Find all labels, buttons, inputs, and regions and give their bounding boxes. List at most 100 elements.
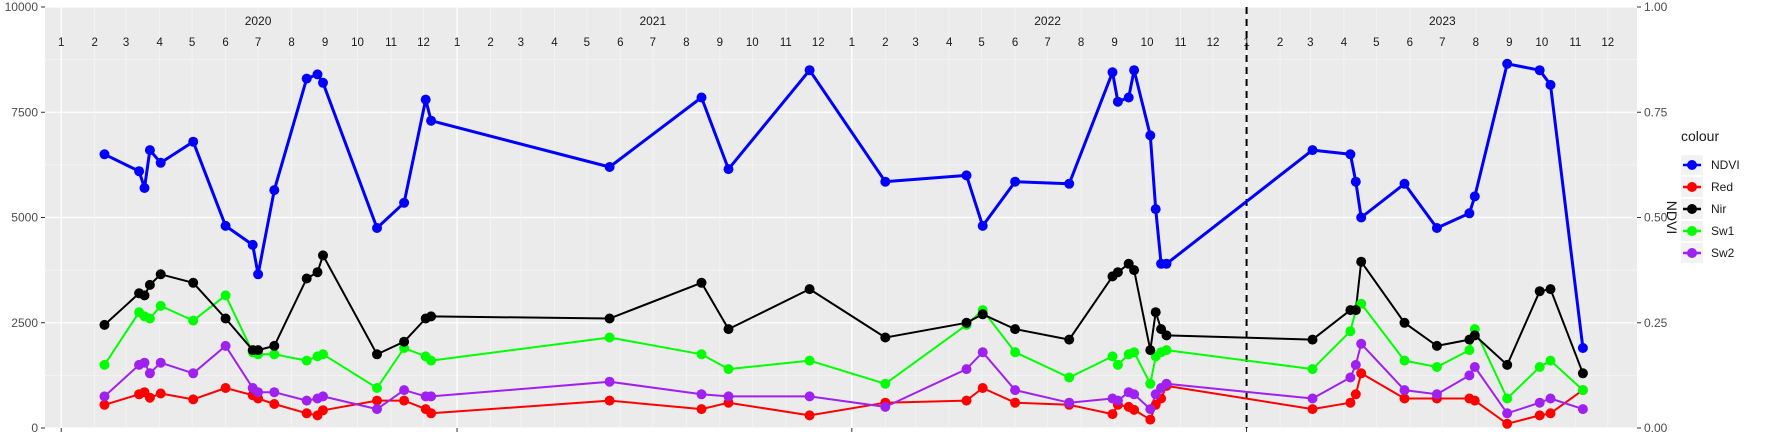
data-point-sw1	[426, 355, 437, 366]
right-tick-label: 0.75	[1644, 105, 1668, 119]
month-label: 4	[156, 37, 163, 49]
data-point-ndvi	[604, 162, 615, 172]
data-point-ndvi	[155, 157, 166, 168]
month-label: 9	[717, 37, 723, 49]
data-point-ndvi	[1399, 178, 1410, 189]
legend-label-red: Red	[1711, 180, 1733, 194]
month-label: 11	[780, 37, 792, 49]
year-label: 2023	[1429, 14, 1456, 28]
data-point-nir	[696, 277, 707, 288]
month-label: 7	[255, 37, 261, 49]
month-label: 8	[1473, 37, 1479, 49]
data-point-red	[1307, 404, 1318, 415]
data-point-sw2	[1350, 359, 1361, 370]
data-point-nir	[155, 269, 166, 280]
data-point-sw2	[880, 401, 891, 412]
data-point-nir	[1431, 340, 1442, 351]
data-point-ndvi	[372, 223, 382, 233]
data-point-sw1	[1145, 378, 1156, 389]
data-point-nir	[1064, 334, 1075, 345]
data-point-sw1	[1064, 372, 1075, 383]
data-point-sw2	[723, 391, 734, 402]
year-labels: 2020 2021 2022 2023	[245, 14, 1456, 28]
data-point-ndvi	[723, 164, 734, 175]
legend-key-point-nir	[1687, 204, 1697, 214]
month-label: 8	[288, 37, 294, 49]
left-tick-label: 10000	[5, 0, 39, 14]
right-tick-label: 0.00	[1644, 421, 1668, 435]
data-point-ndvi	[253, 269, 264, 280]
data-point-nir	[372, 349, 382, 360]
data-point-sw1	[1345, 326, 1356, 337]
data-point-red	[301, 408, 312, 419]
data-point-sw1	[880, 378, 891, 389]
data-point-ndvi	[1469, 191, 1480, 202]
data-point-red	[1107, 409, 1118, 420]
data-point-sw2	[1010, 385, 1021, 396]
data-point-ndvi	[1345, 149, 1356, 160]
month-label: 6	[617, 37, 623, 49]
data-point-sw2	[1464, 370, 1475, 381]
data-point-sw2	[696, 389, 707, 400]
month-label: 12	[1207, 37, 1220, 49]
data-point-nir	[139, 290, 150, 301]
data-point-sw1	[155, 300, 166, 311]
data-point-ndvi	[312, 69, 323, 80]
month-label: 2	[92, 37, 98, 49]
data-point-sw2	[1356, 338, 1367, 349]
data-point-sw2	[372, 404, 382, 415]
data-point-sw1	[1502, 393, 1513, 404]
data-point-ndvi	[301, 73, 312, 84]
right-tick-label: 0.50	[1644, 211, 1668, 225]
month-label: 5	[189, 37, 195, 49]
data-point-sw2	[1064, 397, 1075, 408]
data-point-sw1	[1545, 355, 1556, 366]
data-point-sw1	[1307, 364, 1318, 375]
data-point-sw2	[188, 368, 199, 379]
data-point-red	[318, 405, 328, 416]
month-label: 9	[1111, 37, 1117, 49]
data-point-nir	[220, 313, 231, 324]
data-point-nir	[804, 284, 815, 295]
data-point-red	[1469, 395, 1480, 406]
data-point-ndvi	[1150, 204, 1161, 215]
legend-label-sw1: Sw1	[1711, 224, 1735, 238]
series-line-ndvi	[103, 62, 1585, 349]
data-point-nir	[1399, 317, 1410, 328]
data-point-nir	[1577, 368, 1588, 379]
data-point-ndvi	[139, 183, 150, 193]
data-point-sw2	[1145, 404, 1156, 415]
data-point-sw2	[99, 391, 110, 402]
data-point-ndvi	[1350, 176, 1361, 187]
data-point-sw1	[269, 349, 280, 360]
legend-key-point-sw2	[1687, 248, 1697, 258]
x-axis-ticks	[60, 428, 1248, 432]
month-label: 5	[978, 37, 984, 49]
month-label: 8	[683, 37, 689, 49]
data-point-ndvi	[134, 166, 145, 177]
data-point-red	[1545, 408, 1556, 419]
data-point-sw2	[604, 376, 615, 387]
data-point-sw2	[1469, 362, 1480, 372]
data-point-red	[426, 408, 437, 419]
data-point-sw1	[1577, 385, 1588, 396]
left-axis: 0 2500 5000 7500 10000	[5, 0, 45, 435]
year-label: 2020	[245, 14, 272, 28]
data-point-sw2	[301, 395, 312, 406]
data-point-sw2	[1129, 389, 1140, 400]
data-point-nir	[723, 324, 734, 335]
data-point-ndvi	[420, 94, 431, 105]
data-point-sw2	[399, 385, 410, 396]
data-point-nir	[1112, 267, 1123, 278]
month-label: 11	[385, 37, 397, 49]
data-point-sw1	[604, 332, 615, 343]
data-point-ndvi	[1112, 96, 1123, 107]
data-point-red	[1345, 397, 1356, 408]
data-point-sw1	[1129, 347, 1140, 358]
data-point-ndvi	[399, 197, 410, 208]
data-point-nir	[1350, 305, 1361, 316]
data-point-sw2	[1399, 385, 1410, 396]
data-point-red	[372, 395, 382, 406]
data-point-ndvi	[426, 115, 437, 126]
data-point-nir	[144, 279, 155, 290]
